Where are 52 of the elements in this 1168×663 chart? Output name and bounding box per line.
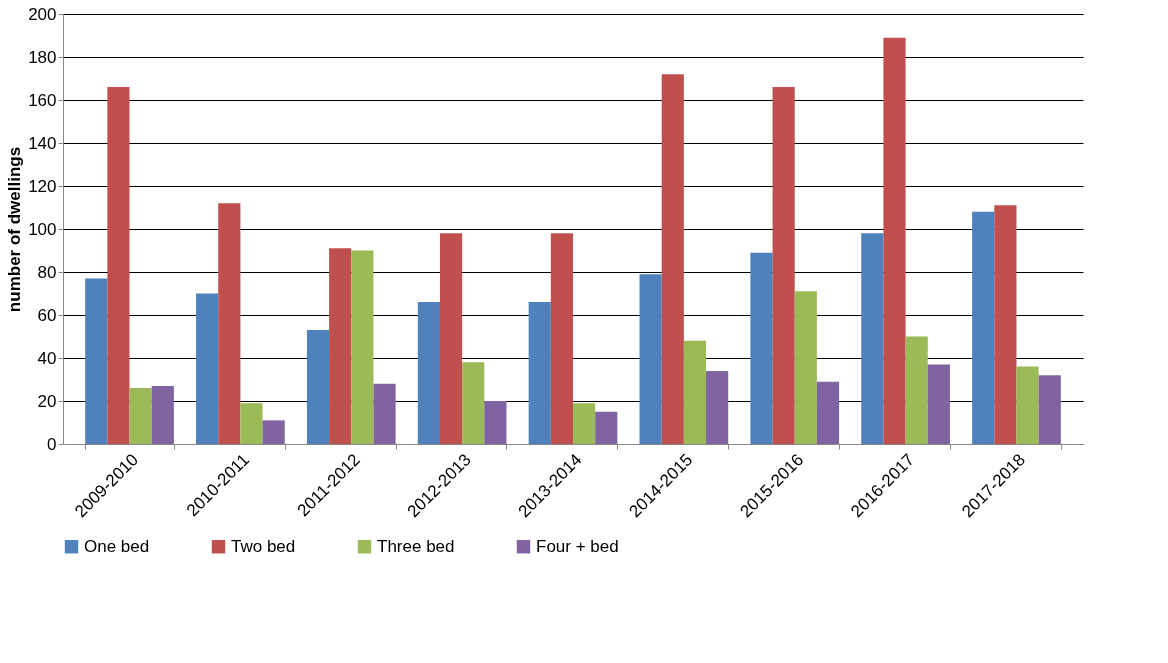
y-tick-label: 0 [47, 434, 57, 454]
bar [972, 211, 995, 444]
bar [107, 87, 130, 444]
bar [683, 340, 707, 444]
y-tick-label: 200 [28, 4, 57, 24]
legend-label: Two bed [231, 536, 296, 556]
bar [240, 403, 263, 444]
bar [816, 381, 840, 444]
y-tick-label: 160 [28, 90, 57, 110]
y-tick-label: 40 [37, 348, 57, 368]
bar [439, 233, 463, 444]
bar [573, 403, 596, 444]
bar [218, 203, 241, 444]
bar [1038, 375, 1061, 444]
bar [484, 401, 507, 444]
bar [883, 37, 906, 444]
bar [750, 252, 773, 444]
bar [927, 364, 950, 444]
bar [351, 250, 374, 444]
legend-label: Three bed [377, 536, 455, 556]
y-tick-label: 100 [28, 219, 57, 239]
bar [262, 420, 285, 444]
y-tick-label: 180 [28, 47, 57, 67]
bar [373, 383, 396, 444]
bar [639, 274, 662, 444]
bar [528, 302, 551, 444]
bar [661, 74, 684, 444]
bar [794, 291, 817, 444]
bar [861, 233, 884, 444]
bar [595, 411, 618, 444]
y-axis-title: number of dwellings [5, 146, 25, 313]
y-tick-label: 120 [28, 176, 57, 196]
legend-label: Four + bed [536, 536, 619, 556]
y-tick-label: 20 [37, 391, 57, 411]
bar [85, 278, 108, 444]
bar [151, 385, 174, 444]
bar [196, 293, 219, 444]
bar [706, 370, 729, 444]
bar [905, 336, 928, 444]
bar [462, 362, 485, 444]
bar [994, 205, 1017, 444]
bar [417, 302, 440, 444]
y-tick-label: 60 [37, 305, 57, 325]
bar [129, 388, 152, 444]
bar [550, 233, 573, 444]
bar [772, 87, 795, 444]
bar [1016, 366, 1039, 444]
y-tick-label: 80 [37, 262, 57, 282]
y-tick-label: 140 [28, 133, 57, 153]
bar [306, 330, 330, 444]
bar [329, 248, 352, 444]
legend-label: One bed [84, 536, 150, 556]
